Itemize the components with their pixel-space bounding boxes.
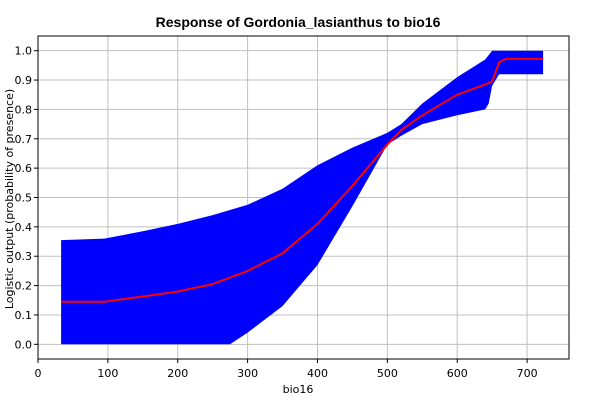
x-tick-label: 300 — [237, 367, 258, 380]
x-tick-label: 700 — [517, 367, 538, 380]
y-tick-label: 0.0 — [15, 338, 33, 351]
y-tick-label: 0.5 — [15, 192, 33, 205]
mean-line-path — [61, 57, 544, 303]
x-axis-label: bio16 — [283, 383, 314, 396]
confidence-band-area — [61, 50, 544, 345]
y-tick-label: 0.8 — [15, 103, 33, 116]
confidence-band — [61, 50, 544, 345]
y-tick-label: 1.0 — [15, 45, 33, 58]
y-tick-label: 0.4 — [15, 221, 33, 234]
x-tick-label: 600 — [447, 367, 468, 380]
x-tick-label: 100 — [97, 367, 118, 380]
chart-title: Response of Gordonia_lasianthus to bio16 — [156, 14, 441, 30]
axes: 0 100 200 300 400 500 600 700 0.0 0.1 0.2 0.3 0.4 0.5… — [15, 35, 570, 380]
x-tick-label: 400 — [307, 367, 328, 380]
y-tick-label: 0.1 — [15, 309, 33, 322]
y-tick-label: 0.9 — [15, 74, 33, 87]
mean-response-line — [61, 57, 544, 303]
y-axis-label: Logistic output (probability of presence… — [3, 89, 16, 309]
x-tick-label: 200 — [167, 367, 188, 380]
y-tick-label: 0.2 — [15, 280, 33, 293]
x-tick-label: 0 — [35, 367, 42, 380]
y-tick-label: 0.6 — [15, 162, 33, 175]
y-tick-label: 0.7 — [15, 133, 33, 146]
x-tick-label: 500 — [377, 367, 398, 380]
y-tick-label: 0.3 — [15, 250, 33, 263]
